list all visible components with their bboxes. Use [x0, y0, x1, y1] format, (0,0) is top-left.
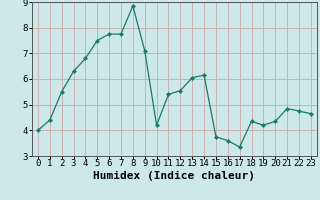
X-axis label: Humidex (Indice chaleur): Humidex (Indice chaleur) [93, 171, 255, 181]
